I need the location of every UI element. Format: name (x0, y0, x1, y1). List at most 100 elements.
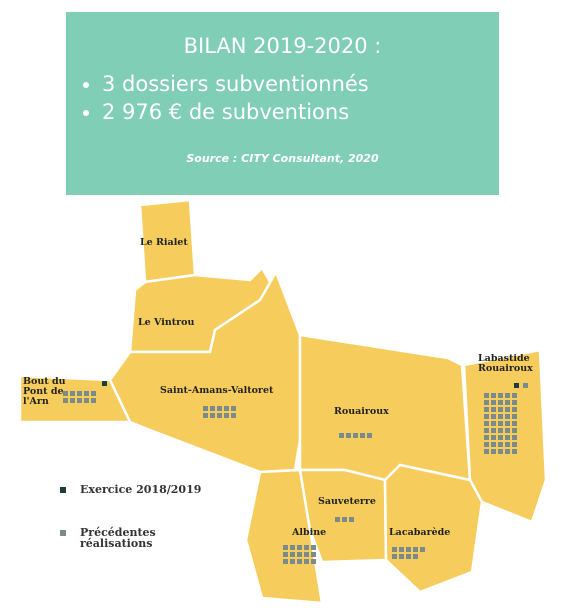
previous-square (498, 421, 503, 426)
previous-square (505, 421, 510, 426)
commune-label: Sauveterre (318, 496, 376, 507)
previous-square (498, 435, 503, 440)
previous-square (512, 449, 517, 454)
previous-square (523, 383, 528, 388)
previous-square (70, 398, 75, 403)
previous-square (491, 428, 496, 433)
previous-square (505, 449, 510, 454)
previous-square (491, 407, 496, 412)
previous-square (484, 421, 489, 426)
previous-square (399, 554, 404, 559)
commune-label: Le Rialet (140, 237, 188, 248)
previous-square (505, 407, 510, 412)
legend-swatch (60, 530, 66, 536)
previous-square (360, 433, 365, 438)
previous-square (498, 414, 503, 419)
current-square (102, 381, 107, 386)
previous-square (498, 449, 503, 454)
previous-square (367, 433, 372, 438)
previous-square (217, 406, 222, 411)
commune-label: Albine (292, 527, 327, 538)
previous-square (498, 400, 503, 405)
previous-square (290, 552, 295, 557)
title: BILAN 2019-2020 : (183, 34, 382, 58)
previous-square (311, 552, 316, 557)
previous-square (353, 433, 358, 438)
previous-square (413, 547, 418, 552)
commune-label: Le Vintrou (138, 317, 195, 328)
previous-square (484, 407, 489, 412)
previous-square (484, 428, 489, 433)
commune-label: Bout du Pont de l'Arn (23, 376, 66, 407)
previous-square (484, 449, 489, 454)
previous-square (498, 442, 503, 447)
previous-square (349, 517, 354, 522)
source: Source : CITY Consultant, 2020 (186, 152, 379, 165)
previous-square (491, 414, 496, 419)
previous-square (203, 406, 208, 411)
previous-square (512, 393, 517, 398)
commune-label: Lacabarède (389, 527, 451, 538)
current-square (514, 383, 519, 388)
commune-label: Labastide Rouairoux (478, 353, 533, 374)
previous-square (63, 398, 68, 403)
previous-square (491, 449, 496, 454)
territory (18, 198, 548, 605)
previous-square (484, 400, 489, 405)
previous-square (91, 398, 96, 403)
previous-square (290, 559, 295, 564)
previous-square (498, 407, 503, 412)
previous-square (484, 393, 489, 398)
legend-label: Précédentes réalisations (80, 526, 156, 550)
previous-square (77, 398, 82, 403)
previous-square (304, 559, 309, 564)
previous-square (224, 413, 229, 418)
previous-square (217, 413, 222, 418)
bullets: 3 dossiers subventionnés 2 976 € de subv… (80, 70, 369, 126)
legend-swatch (60, 487, 66, 493)
bullet: 3 dossiers subventionnés (102, 70, 369, 98)
previous-square (512, 407, 517, 412)
summary-box: BILAN 2019-2020 : 3 dossiers subventionn… (66, 12, 499, 195)
previous-square (484, 414, 489, 419)
previous-square (505, 393, 510, 398)
previous-square (91, 391, 96, 396)
previous-square (304, 545, 309, 550)
previous-square (283, 545, 288, 550)
previous-square (342, 517, 347, 522)
previous-square (210, 413, 215, 418)
previous-square (484, 442, 489, 447)
previous-square (339, 433, 344, 438)
previous-square (77, 391, 82, 396)
previous-square (406, 554, 411, 559)
previous-square (406, 547, 411, 552)
previous-square (231, 406, 236, 411)
previous-square (335, 517, 340, 522)
previous-square (491, 421, 496, 426)
previous-square (420, 547, 425, 552)
previous-square (491, 442, 496, 447)
previous-square (505, 400, 510, 405)
previous-square (498, 393, 503, 398)
previous-square (283, 559, 288, 564)
previous-square (311, 559, 316, 564)
previous-square (297, 552, 302, 557)
previous-square (346, 433, 351, 438)
previous-square (297, 545, 302, 550)
previous-square (84, 398, 89, 403)
previous-square (210, 406, 215, 411)
previous-square (283, 552, 288, 557)
previous-square (498, 428, 503, 433)
previous-square (231, 413, 236, 418)
previous-square (413, 554, 418, 559)
bullet: 2 976 € de subventions (102, 98, 369, 126)
previous-square (512, 414, 517, 419)
previous-square (392, 554, 397, 559)
previous-square (491, 400, 496, 405)
previous-square (484, 435, 489, 440)
previous-square (505, 435, 510, 440)
previous-square (505, 414, 510, 419)
previous-square (491, 435, 496, 440)
previous-square (399, 547, 404, 552)
